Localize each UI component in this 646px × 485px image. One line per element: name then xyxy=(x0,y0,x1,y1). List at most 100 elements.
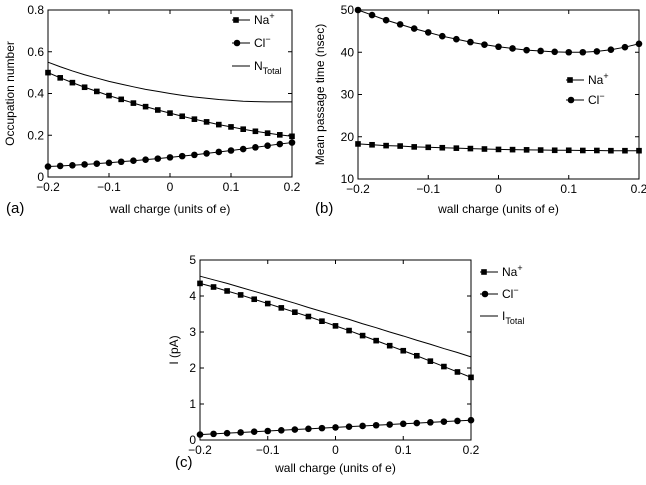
data-point xyxy=(396,21,404,28)
x-tick-label: 0.2 xyxy=(284,180,301,194)
x-tick-label: −0.2 xyxy=(346,182,370,196)
data-point xyxy=(427,358,434,364)
data-point xyxy=(278,426,285,434)
y-axis-label: I (pA) xyxy=(167,335,181,364)
data-point xyxy=(621,43,629,51)
data-point xyxy=(413,419,421,427)
series-i-total xyxy=(199,275,472,358)
data-point xyxy=(250,428,258,436)
x-tick-label: 0.2 xyxy=(631,182,646,196)
legend-label: Cl− xyxy=(588,91,605,107)
x-tick-label: 0.1 xyxy=(395,443,412,457)
data-point xyxy=(509,146,516,153)
data-point xyxy=(359,422,366,430)
data-point xyxy=(227,147,235,154)
y-tick-label: 0.2 xyxy=(27,128,44,142)
x-axis-label: wall charge (units of e) xyxy=(437,202,559,216)
data-point xyxy=(411,144,417,150)
data-point xyxy=(440,418,448,425)
data-point xyxy=(178,152,186,160)
data-point xyxy=(372,421,380,429)
legend-label: Na+ xyxy=(502,263,523,279)
data-point xyxy=(608,147,614,154)
data-point xyxy=(607,46,615,54)
x-tick-label: 0.2 xyxy=(463,443,480,457)
data-point xyxy=(427,419,434,426)
series-cl xyxy=(354,6,643,56)
data-point xyxy=(468,374,474,381)
y-tick-label: 30 xyxy=(341,88,355,102)
data-point xyxy=(382,16,390,24)
data-point xyxy=(565,48,573,56)
y-tick-label: 2 xyxy=(189,361,196,375)
data-point xyxy=(537,147,544,153)
data-point xyxy=(594,147,600,154)
data-point xyxy=(537,47,544,55)
data-point xyxy=(288,139,296,146)
x-tick-label: −0.2 xyxy=(36,180,60,194)
data-point xyxy=(191,116,198,122)
data-point xyxy=(481,146,488,152)
series-na xyxy=(197,280,474,381)
data-point xyxy=(523,46,530,54)
data-point xyxy=(215,148,223,156)
legend-marker xyxy=(481,290,489,298)
data-point xyxy=(264,427,272,435)
panel-1: −0.2 −0.1 0 0.1 0.2 0 0.2 0.4 0.6 0.8 wall charge … xyxy=(3,3,301,217)
data-point xyxy=(94,88,100,95)
data-point xyxy=(495,43,502,51)
y-tick-label: 50 xyxy=(341,3,355,17)
x-tick-label: 0.1 xyxy=(223,180,240,194)
x-tick-label: −0.1 xyxy=(416,182,440,196)
data-point xyxy=(237,429,244,436)
series-na xyxy=(355,141,642,154)
y-tick-label: 0 xyxy=(189,433,196,447)
legend-label-superscript: + xyxy=(517,263,522,273)
legend-label: Na+ xyxy=(254,11,275,27)
series-cl xyxy=(44,139,296,170)
data-point xyxy=(425,144,432,151)
data-point xyxy=(44,163,52,170)
legend-marker xyxy=(567,96,575,104)
y-tick-label: 3 xyxy=(189,325,196,339)
data-point xyxy=(386,342,393,349)
data-point xyxy=(291,426,299,433)
legend: Na+ Cl− NTotal xyxy=(232,11,282,76)
data-point xyxy=(622,147,628,154)
data-point xyxy=(400,347,407,354)
data-point xyxy=(155,107,161,113)
legend-label: NTotal xyxy=(254,59,282,76)
legend-label-superscript: − xyxy=(599,91,604,101)
data-point xyxy=(453,35,460,43)
data-point xyxy=(373,337,379,344)
panel-label: (a) xyxy=(6,200,24,217)
data-point xyxy=(276,140,284,148)
data-point xyxy=(345,423,353,430)
data-point xyxy=(318,424,326,432)
data-point xyxy=(593,48,601,55)
data-point xyxy=(240,126,246,132)
y-tick-label: 5 xyxy=(189,253,196,267)
data-point xyxy=(551,147,558,154)
legend-marker xyxy=(233,17,239,23)
y-tick-label: 0.8 xyxy=(27,3,44,17)
data-point xyxy=(410,25,418,32)
legend-label: ITotal xyxy=(502,309,524,326)
data-point xyxy=(117,158,125,166)
data-point xyxy=(56,162,64,170)
legend-label-subscript: Total xyxy=(505,316,524,326)
legend: Na+ Cl− xyxy=(566,71,609,107)
data-point xyxy=(397,143,403,149)
y-tick-label: 0.4 xyxy=(27,87,44,101)
legend-label-base: Na xyxy=(502,265,518,279)
y-axis-label: Occupation number xyxy=(3,41,17,146)
data-point xyxy=(565,147,572,154)
y-tick-label: 1 xyxy=(189,397,196,411)
data-point xyxy=(579,48,587,56)
x-axis-label: wall charge (units of e) xyxy=(274,461,396,475)
data-point xyxy=(223,429,231,437)
data-point xyxy=(210,430,217,438)
data-point xyxy=(354,6,362,14)
y-tick-label: 4 xyxy=(189,289,196,303)
data-point xyxy=(264,142,271,149)
